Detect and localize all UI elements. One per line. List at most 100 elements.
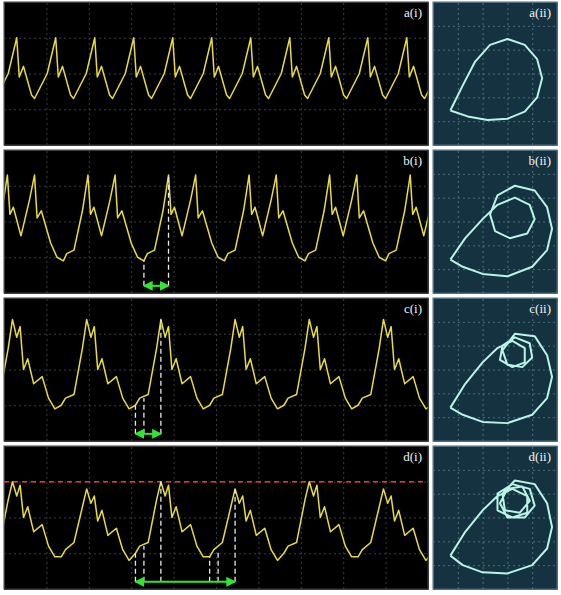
tick [4,518,428,519]
tick [433,174,557,175]
plot-area [4,38,428,99]
x-axis [434,2,558,146]
grid-line [433,470,557,471]
panel-title: b(ii) [529,153,551,168]
period-marker [143,546,144,582]
tick [4,553,428,554]
grid-line [216,298,217,441]
grid-line [4,370,428,371]
grid-line [433,269,557,270]
tick [433,269,557,270]
tick [433,50,557,51]
figure-canvas: a(i)a(ii)b(i)b(ii)c(i)c(ii)d(i)d(ii) [0,0,561,595]
grid-line [4,553,428,554]
grid-line [4,405,428,406]
tick [433,97,557,98]
tick [4,405,428,406]
period-marker [217,550,218,582]
tick [433,346,557,347]
tick [4,370,428,371]
axis-line [5,447,429,590]
grid-line [433,26,557,27]
tick [216,298,217,441]
panel: b(i) [0,150,437,294]
period-arrow [135,433,160,435]
x-axis [5,2,429,146]
grid-line [216,446,217,589]
tick [131,2,132,145]
grid-line [433,322,557,323]
panel-title: d(i) [403,449,422,464]
tick [433,518,557,519]
grid-line [433,121,557,122]
panel-title: b(i) [403,153,422,168]
tick [131,446,132,589]
frame [4,2,428,145]
grid-line [433,417,557,418]
grid-line [433,198,557,199]
waveform [4,175,428,261]
period-marker [135,405,136,434]
period-marker [160,319,161,433]
tick [433,121,557,122]
waveform [4,482,428,561]
tick [4,257,428,258]
grid-line [46,150,47,293]
grid-line [433,370,557,371]
y-axis [433,299,557,442]
grid-line [131,298,132,441]
grid-line [46,446,47,589]
plot-area [4,319,428,433]
screen [433,298,557,441]
tick [433,470,557,471]
tick [433,26,557,27]
panel: b(ii) [433,150,558,294]
tick [4,38,428,39]
grid-line [4,334,428,335]
period-marker [135,553,136,582]
tick [433,245,557,246]
x-axis [5,150,429,294]
axis-line [5,446,429,590]
grid-line [4,109,428,110]
axis-line [434,299,558,442]
x-axis [5,446,429,590]
tick [216,446,217,589]
grid-line [4,257,428,258]
axis-line [5,298,429,442]
y-axis [433,3,557,146]
frame [433,298,557,441]
period-marker [160,482,161,582]
grid-line [433,541,557,542]
grid-line [433,97,557,98]
axis-line [434,446,558,590]
tick [433,198,557,199]
y-axis [4,299,428,442]
grid-line [131,446,132,589]
tick [4,482,428,483]
grid-line [4,222,428,223]
plot-area [450,39,542,120]
plot-area [4,482,428,582]
tick [433,370,557,371]
y-axis [433,151,557,294]
screen [433,446,557,589]
axis-line [434,151,558,294]
tick [433,541,557,542]
panel-title: c(ii) [529,301,551,316]
phase-trace [450,39,542,120]
phase-trace [450,481,552,574]
grid-line [131,2,132,145]
panel-title: a(ii) [529,5,551,20]
tick [433,222,557,223]
period-arrow [144,285,169,287]
grid-line [4,518,428,519]
grid-line [4,186,428,187]
plot-area [4,175,428,286]
period-marker [143,261,144,286]
axis-line [5,151,429,294]
panel: a(i) [0,2,437,146]
grid-line [433,174,557,175]
grid-line [433,50,557,51]
reference-line [4,481,428,483]
